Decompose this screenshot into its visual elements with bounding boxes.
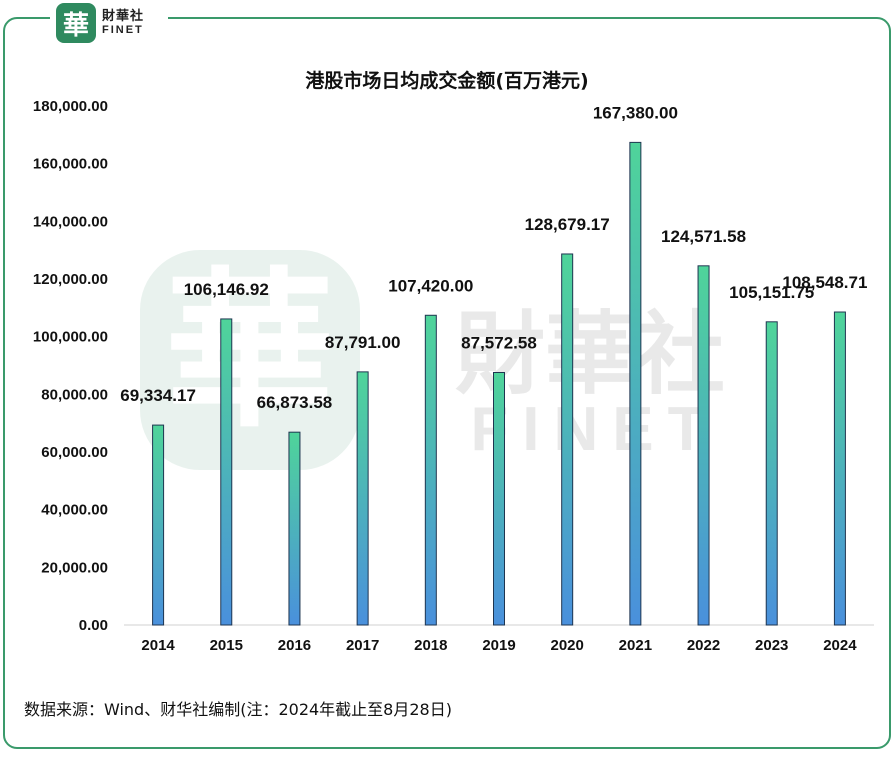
y-tick-label: 40,000.00 (41, 502, 108, 519)
bar-2014 (152, 424, 165, 626)
x-tick-label: 2021 (619, 637, 652, 654)
data-label: 105,151.75 (729, 283, 814, 302)
y-axis: 0.00 20,000.00 40,000.00 60,000.00 80,000.00… (33, 98, 108, 634)
x-tick-label: 2014 (141, 637, 175, 654)
x-tick-label: 2016 (278, 637, 311, 654)
bar-2016 (288, 431, 301, 626)
data-labels: 69,334.17 106,146.92 66,873.58 87,791.00 107… (120, 103, 867, 412)
x-tick-label: 2024 (823, 637, 857, 654)
data-label: 124,571.58 (661, 227, 746, 246)
bar-2023 (765, 321, 778, 626)
data-label: 69,334.17 (120, 386, 196, 405)
data-label: 87,572.58 (461, 333, 537, 352)
y-tick-label: 180,000.00 (33, 98, 108, 115)
chart-title: 港股市场日均成交金额(百万港元) (305, 70, 589, 92)
source-note: 数据来源：Wind、财华社编制(注：2024年截止至8月28日) (24, 700, 452, 719)
y-tick-label: 0.00 (79, 617, 108, 634)
data-label: 87,791.00 (325, 333, 401, 352)
data-label: 128,679.17 (525, 215, 610, 234)
logo-name-cn: 財華社 (102, 9, 145, 24)
y-tick-label: 80,000.00 (41, 386, 108, 403)
x-tick-label: 2023 (755, 637, 788, 654)
data-label: 108,548.71 (782, 273, 867, 292)
data-label: 66,873.58 (257, 393, 333, 412)
finet-logo: 華 財華社 FINET (50, 0, 168, 46)
y-tick-label: 100,000.00 (33, 329, 108, 346)
x-tick-label: 2020 (550, 637, 583, 654)
x-tick-label: 2015 (210, 637, 243, 654)
y-tick-label: 20,000.00 (41, 559, 108, 576)
bar-2024 (833, 311, 846, 626)
logo-badge: 華 (56, 3, 96, 43)
logo-name-en: FINET (102, 24, 144, 36)
data-label: 107,420.00 (388, 276, 473, 295)
bar-2015 (220, 318, 233, 626)
bar-2022 (697, 265, 710, 626)
y-tick-label: 140,000.00 (33, 213, 108, 230)
bars (152, 141, 846, 626)
x-axis: 2014 2015 2016 2017 2018 2019 2020 2021 2022 2023… (141, 637, 857, 654)
bar-2020 (561, 253, 574, 626)
data-label: 106,146.92 (184, 280, 269, 299)
chart-frame (3, 17, 891, 749)
x-tick-label: 2022 (687, 637, 720, 654)
y-tick-label: 60,000.00 (41, 444, 108, 461)
bar-2021 (629, 141, 642, 626)
y-tick-label: 120,000.00 (33, 271, 108, 288)
y-tick-label: 160,000.00 (33, 156, 108, 173)
x-tick-label: 2018 (414, 637, 447, 654)
bar-2019 (493, 371, 505, 626)
logo-text: 財華社 FINET (102, 10, 144, 36)
x-tick-label: 2017 (346, 637, 379, 654)
data-label: 167,380.00 (593, 103, 678, 122)
bar-2017 (356, 371, 369, 626)
bar-2018 (424, 314, 437, 626)
x-tick-label: 2019 (482, 637, 515, 654)
